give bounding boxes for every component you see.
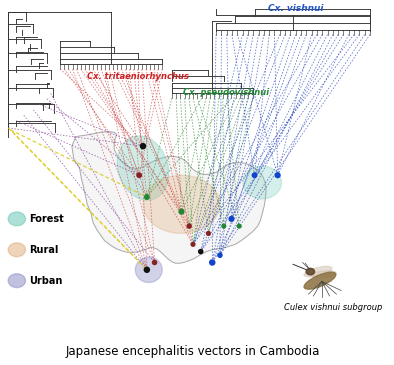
Point bbox=[209, 260, 216, 265]
Ellipse shape bbox=[306, 268, 314, 275]
Point bbox=[205, 230, 212, 236]
Ellipse shape bbox=[311, 271, 336, 277]
Polygon shape bbox=[72, 132, 266, 263]
Ellipse shape bbox=[304, 266, 332, 277]
Text: Cx. pseudovishnui: Cx. pseudovishnui bbox=[183, 88, 269, 97]
Text: Rural: Rural bbox=[30, 245, 59, 255]
Ellipse shape bbox=[243, 166, 281, 199]
Ellipse shape bbox=[304, 272, 336, 289]
Text: Cx. tritaeniorhynchus: Cx. tritaeniorhynchus bbox=[87, 72, 189, 81]
Ellipse shape bbox=[117, 136, 169, 200]
Point bbox=[136, 172, 142, 178]
Point bbox=[178, 209, 185, 215]
Point bbox=[197, 249, 204, 254]
Point bbox=[144, 194, 150, 200]
Ellipse shape bbox=[135, 257, 162, 283]
Point bbox=[140, 143, 146, 149]
Text: Urban: Urban bbox=[30, 276, 63, 286]
Point bbox=[236, 223, 242, 229]
Ellipse shape bbox=[8, 274, 26, 288]
Text: Culex vishnui subgroup: Culex vishnui subgroup bbox=[284, 303, 383, 312]
Text: Japanese encephalitis vectors in Cambodia: Japanese encephalitis vectors in Cambodi… bbox=[66, 345, 320, 358]
Point bbox=[229, 216, 235, 222]
Text: Cx. vishnui: Cx. vishnui bbox=[268, 4, 323, 14]
Point bbox=[251, 172, 258, 178]
Ellipse shape bbox=[8, 212, 26, 226]
Point bbox=[275, 172, 281, 178]
Point bbox=[221, 223, 227, 229]
Point bbox=[217, 252, 223, 258]
Point bbox=[144, 267, 150, 273]
Text: Forest: Forest bbox=[30, 214, 64, 224]
Ellipse shape bbox=[143, 175, 220, 233]
Point bbox=[190, 241, 196, 247]
Point bbox=[186, 223, 192, 229]
Point bbox=[151, 260, 158, 265]
Ellipse shape bbox=[8, 243, 26, 257]
